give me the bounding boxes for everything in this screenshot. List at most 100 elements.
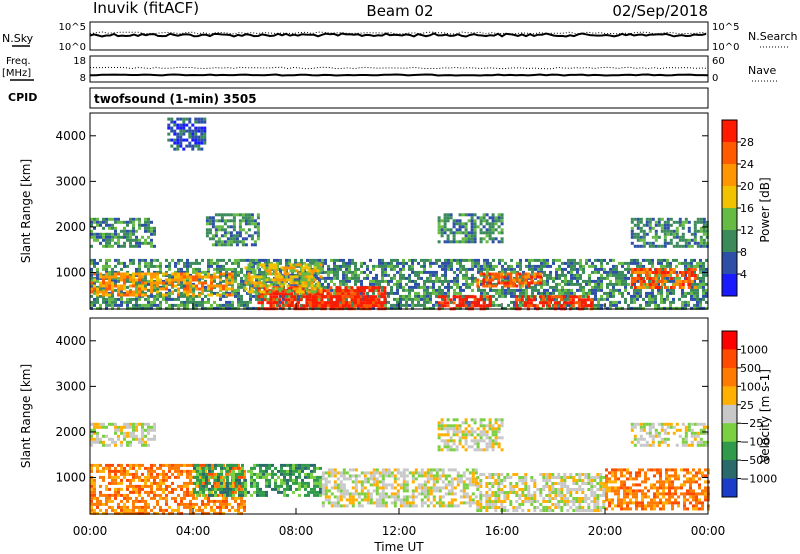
heatmap-cell — [372, 282, 375, 286]
heatmap-cell — [486, 306, 489, 310]
heatmap-cell — [519, 294, 522, 298]
heatmap-cell — [177, 293, 180, 297]
heatmap-cell — [669, 223, 673, 227]
heatmap-cell — [96, 223, 99, 227]
heatmap-cell — [546, 294, 549, 298]
heatmap-cell — [636, 244, 640, 248]
heatmap-cell — [586, 295, 590, 299]
heatmap-cell — [320, 292, 324, 296]
heatmap-cell — [690, 306, 693, 310]
heatmap-cell — [272, 295, 276, 299]
heatmap-cell — [351, 300, 354, 304]
heatmap-cell — [186, 297, 189, 301]
colorbar-tick-label: 20 — [740, 180, 754, 193]
heatmap-cell — [202, 466, 205, 470]
heatmap-cell — [259, 490, 262, 494]
heatmap-cell — [486, 273, 489, 277]
heatmap-cell — [282, 303, 285, 307]
heatmap-cell — [105, 217, 108, 221]
heatmap-cell — [170, 129, 174, 133]
heatmap-cell — [308, 304, 312, 308]
heatmap-cell — [519, 303, 522, 307]
heatmap-cell — [117, 511, 120, 515]
heatmap-cell — [311, 295, 315, 299]
heatmap-cell — [120, 463, 123, 467]
heatmap-cell — [204, 294, 207, 298]
heatmap-cell — [186, 303, 189, 307]
heatmap-cell — [200, 120, 204, 124]
heatmap-cell — [333, 471, 337, 475]
heatmap-cell — [429, 306, 432, 310]
heatmap-cell — [138, 466, 141, 470]
heatmap-cell — [360, 486, 364, 490]
heatmap-cell — [192, 300, 195, 304]
heatmap-cell — [353, 301, 357, 305]
heatmap-cell — [168, 291, 171, 295]
heatmap-cell — [174, 475, 177, 479]
heatmap-cell — [384, 273, 387, 277]
heatmap-cell — [485, 234, 489, 238]
heatmap-cell — [408, 285, 411, 289]
heatmap-cell — [237, 487, 240, 491]
heatmap-cell — [250, 469, 253, 473]
heatmap-cell — [196, 469, 199, 473]
heatmap-cell — [354, 282, 357, 286]
heatmap-cell — [327, 273, 330, 277]
heatmap-cell — [253, 463, 256, 467]
heatmap-cell — [93, 217, 96, 221]
heatmap-cell — [491, 222, 495, 226]
heatmap-cell — [222, 478, 225, 482]
heatmap-cell — [399, 270, 402, 274]
heatmap-cell — [213, 499, 216, 503]
heatmap-cell — [153, 478, 156, 482]
heatmap-cell — [274, 287, 278, 291]
heatmap-cell — [482, 284, 486, 288]
heatmap-cell — [594, 264, 597, 268]
heatmap-cell — [265, 266, 269, 270]
heatmap-cell — [330, 468, 334, 472]
heatmap-cell — [630, 261, 633, 265]
heatmap-cell — [636, 288, 639, 292]
heatmap-cell — [203, 138, 207, 142]
heatmap-cell — [423, 267, 426, 271]
heatmap-cell — [654, 229, 658, 233]
heatmap-cell — [444, 273, 447, 277]
heatmap-cell — [339, 258, 342, 262]
heatmap-cell — [213, 267, 216, 271]
freq-panel — [89, 55, 709, 83]
heatmap-cell — [102, 278, 105, 282]
heatmap-cell — [316, 272, 320, 276]
heatmap-cell — [165, 264, 168, 268]
heatmap-cell — [630, 220, 634, 224]
heatmap-cell — [458, 225, 462, 229]
heatmap-cell — [539, 278, 543, 282]
heatmap-cell — [570, 258, 573, 262]
heatmap-cell — [405, 261, 408, 265]
heatmap-cell — [591, 291, 594, 295]
heatmap-cell — [174, 284, 177, 288]
heatmap-cell — [170, 120, 174, 124]
heatmap-cell — [90, 217, 93, 221]
heatmap-cell — [612, 258, 615, 262]
heatmap-cell — [509, 275, 513, 279]
heatmap-cell — [204, 273, 207, 277]
heatmap-cell — [672, 300, 675, 304]
heatmap-cell — [633, 232, 637, 236]
heatmap-cell — [338, 298, 342, 302]
heatmap-cell — [144, 226, 147, 230]
heatmap-cell — [417, 297, 420, 301]
heatmap-cell — [289, 475, 292, 479]
heatmap-cell — [503, 275, 507, 279]
heatmap-cell — [684, 300, 687, 304]
heatmap-cell — [479, 240, 483, 244]
heatmap-cell — [177, 466, 180, 470]
heatmap-cell — [351, 492, 355, 496]
heatmap-cell — [298, 475, 301, 479]
nsky-tick-low: 10^0 — [59, 42, 86, 53]
heatmap-cell — [696, 306, 699, 310]
heatmap-cell — [162, 472, 165, 476]
heatmap-cell — [247, 469, 250, 473]
heatmap-cell — [488, 281, 492, 285]
heatmap-cell — [642, 280, 646, 283]
heatmap-cell — [314, 304, 318, 308]
